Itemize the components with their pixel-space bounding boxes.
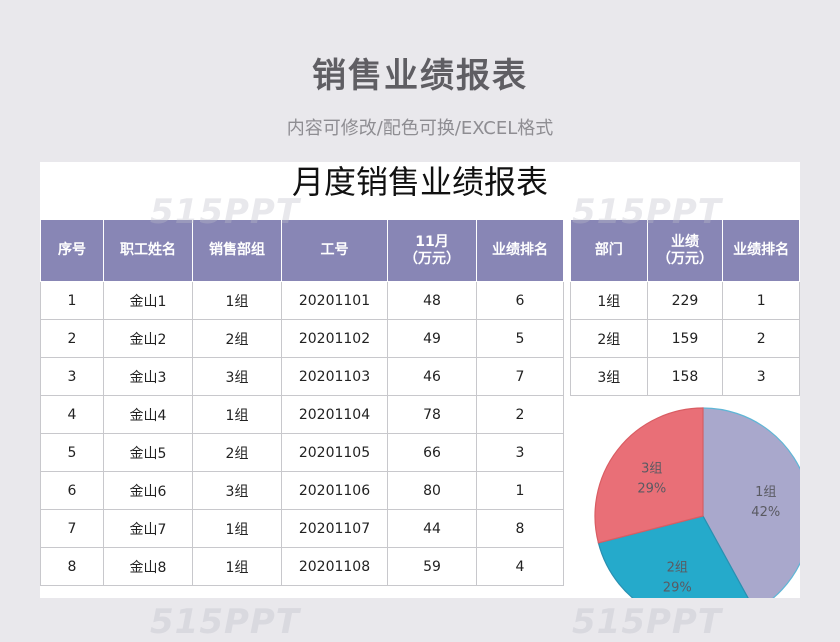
sales-table-cell[interactable]: 44: [387, 509, 477, 548]
dept-table-row: 3组 158 3: [570, 357, 800, 396]
dept-table-header: 业绩排名: [722, 219, 800, 282]
sales-table-cell[interactable]: 20201101: [281, 281, 388, 320]
sales-table: 序号 职工姓名 销售部组 工号 11月 （万元） 业绩排名 1 金山1 1组 20201101 48…: [40, 219, 564, 586]
dept-table: 部门 业绩 （万元） 业绩排名 1组 229 1 2组 159 2 3组 158 3: [570, 219, 800, 396]
sales-table-cell[interactable]: 金山3: [103, 357, 193, 396]
page-title: 销售业绩报表: [312, 56, 528, 96]
sales-table-cell[interactable]: 8: [476, 509, 564, 548]
sales-table-cell[interactable]: 6: [40, 471, 104, 510]
sales-table-header: 职工姓名: [103, 219, 193, 282]
sales-table-cell[interactable]: 20201106: [281, 471, 388, 510]
sales-table-cell[interactable]: 3组: [192, 471, 282, 510]
sales-table-cell[interactable]: 金山2: [103, 319, 193, 358]
dept-table-cell[interactable]: 229: [646, 281, 724, 320]
sales-table-header: 业绩排名: [476, 219, 564, 282]
sales-table-cell[interactable]: 1: [476, 471, 564, 510]
sales-table-row: 8 金山8 1组 20201108 59 4: [40, 547, 564, 586]
dept-table-cell[interactable]: 1: [722, 281, 800, 320]
sales-table-cell[interactable]: 金山1: [103, 281, 193, 320]
sales-table-row: 2 金山2 2组 20201102 49 5: [40, 319, 564, 358]
sales-table-cell[interactable]: 8: [40, 547, 104, 586]
dept-table-row: 1组 229 1: [570, 281, 800, 320]
sales-table-cell[interactable]: 7: [476, 357, 564, 396]
sales-table-cell[interactable]: 金山6: [103, 471, 193, 510]
dept-table-cell[interactable]: 3组: [570, 357, 648, 396]
sales-table-cell[interactable]: 3: [40, 357, 104, 396]
sales-table-cell[interactable]: 7: [40, 509, 104, 548]
sales-table-cell[interactable]: 4: [40, 395, 104, 434]
sales-table-cell[interactable]: 20201102: [281, 319, 388, 358]
sales-table-row: 4 金山4 1组 20201104 78 2: [40, 395, 564, 434]
sales-table-row: 1 金山1 1组 20201101 48 6: [40, 281, 564, 320]
sales-table-cell[interactable]: 金山5: [103, 433, 193, 472]
pie-percent-label: 29%: [637, 481, 666, 496]
sales-table-cell[interactable]: 59: [387, 547, 477, 586]
dept-table-row: 2组 159 2: [570, 319, 800, 358]
sales-table-cell[interactable]: 49: [387, 319, 477, 358]
pie-category-label: 2组: [667, 560, 688, 575]
page-subtitle: 内容可修改/配色可换/EXCEL格式: [286, 118, 554, 139]
sales-table-row: 3 金山3 3组 20201103 46 7: [40, 357, 564, 396]
sales-table-cell[interactable]: 6: [476, 281, 564, 320]
dept-table-cell[interactable]: 3: [722, 357, 800, 396]
pie-slice: [594, 407, 704, 544]
watermark: 515PPT: [572, 602, 723, 642]
sales-table-cell[interactable]: 4: [476, 547, 564, 586]
pie-category-label: 1组: [755, 485, 776, 500]
pie-category-label: 3组: [641, 461, 662, 476]
sales-table-cell[interactable]: 1组: [192, 281, 282, 320]
dept-table-cell[interactable]: 1组: [570, 281, 648, 320]
sales-table-header: 工号: [281, 219, 388, 282]
pie-percent-label: 42%: [751, 505, 780, 520]
dept-table-header: 部门: [570, 219, 648, 282]
sales-table-header: 销售部组: [192, 219, 282, 282]
pie-slice: [702, 407, 800, 598]
sales-table-cell[interactable]: 1组: [192, 509, 282, 548]
sales-table-cell[interactable]: 78: [387, 395, 477, 434]
sales-table-cell[interactable]: 20201104: [281, 395, 388, 434]
sales-table-cell[interactable]: 48: [387, 281, 477, 320]
sales-table-cell[interactable]: 1组: [192, 547, 282, 586]
sales-table-cell[interactable]: 5: [40, 433, 104, 472]
dept-table-cell[interactable]: 158: [646, 357, 724, 396]
sales-table-header: 序号: [40, 219, 104, 282]
sales-table-cell[interactable]: 1组: [192, 395, 282, 434]
sales-table-cell[interactable]: 5: [476, 319, 564, 358]
dept-table-cell[interactable]: 2: [722, 319, 800, 358]
sales-table-cell[interactable]: 2组: [192, 319, 282, 358]
pie-slice: [597, 515, 749, 598]
sales-table-cell[interactable]: 46: [387, 357, 477, 396]
watermark: 515PPT: [150, 602, 301, 642]
sales-table-cell[interactable]: 20201108: [281, 547, 388, 586]
sales-table-row: 6 金山6 3组 20201106 80 1: [40, 471, 564, 510]
sales-table-cell[interactable]: 金山7: [103, 509, 193, 548]
dept-pie-chart: 1组 42% 2组 29% 3组 29%: [594, 407, 800, 598]
dept-table-cell[interactable]: 2组: [570, 319, 648, 358]
sales-table-cell[interactable]: 3组: [192, 357, 282, 396]
sales-table-cell[interactable]: 金山8: [103, 547, 193, 586]
spreadsheet-sheet: 月度销售业绩报表 序号 职工姓名 销售部组 工号 11月 （万元） 业绩排名 1 金山1 1组 2…: [40, 162, 800, 598]
sales-table-cell[interactable]: 66: [387, 433, 477, 472]
sales-table-row: 5 金山5 2组 20201105 66 3: [40, 433, 564, 472]
sales-table-cell[interactable]: 3: [476, 433, 564, 472]
sheet-title: 月度销售业绩报表: [291, 163, 548, 201]
sales-table-cell[interactable]: 2: [40, 319, 104, 358]
sales-table-cell[interactable]: 20201105: [281, 433, 388, 472]
dept-table-header: 业绩 （万元）: [646, 219, 724, 282]
sales-table-cell[interactable]: 金山4: [103, 395, 193, 434]
sales-table-cell[interactable]: 2: [476, 395, 564, 434]
sales-table-cell[interactable]: 1: [40, 281, 104, 320]
pie-percent-label: 29%: [663, 580, 692, 595]
sales-table-row: 7 金山7 1组 20201107 44 8: [40, 509, 564, 548]
sales-table-cell[interactable]: 20201107: [281, 509, 388, 548]
sales-table-cell[interactable]: 20201103: [281, 357, 388, 396]
dept-table-cell[interactable]: 159: [646, 319, 724, 358]
sales-table-cell[interactable]: 80: [387, 471, 477, 510]
sales-table-header: 11月 （万元）: [387, 219, 477, 282]
sales-table-cell[interactable]: 2组: [192, 433, 282, 472]
